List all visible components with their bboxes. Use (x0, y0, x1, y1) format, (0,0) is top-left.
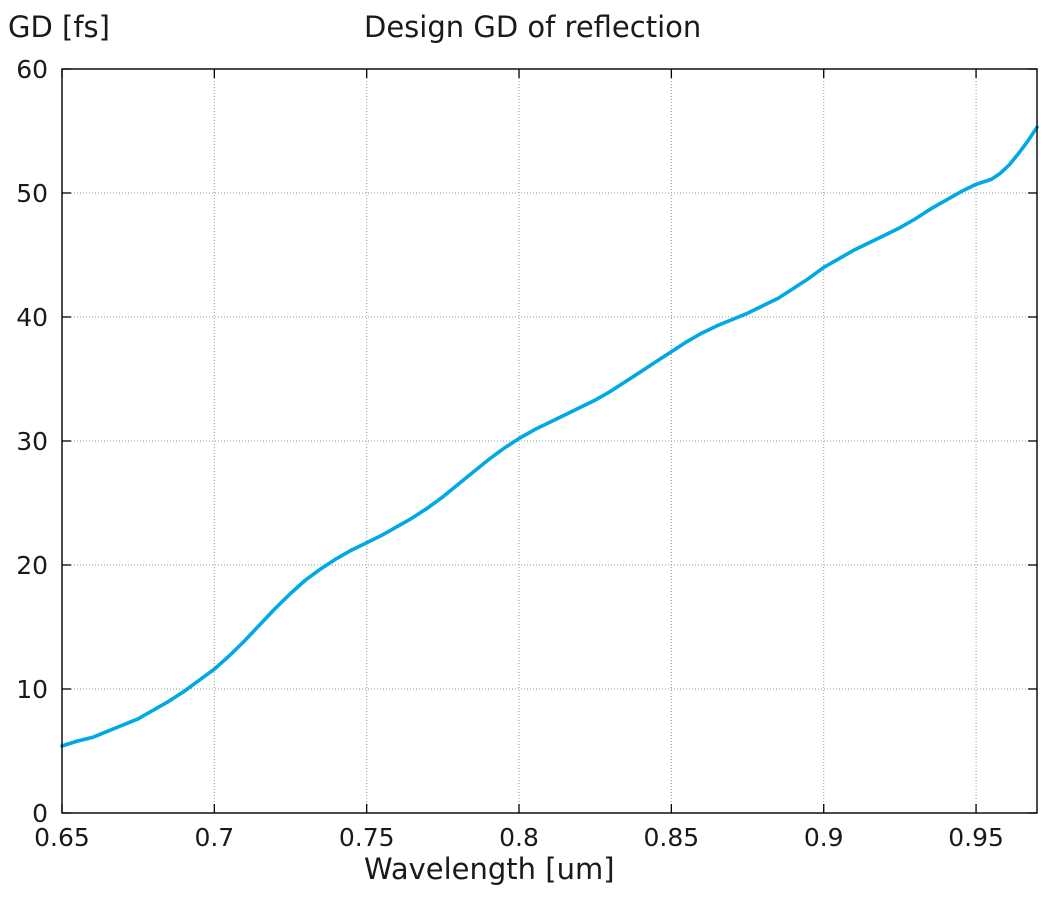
chart-title: Design GD of reflection (364, 10, 702, 44)
plot-frame (61, 68, 1038, 814)
y-tick-label: 40 (16, 303, 48, 332)
x-tick-label: 0.95 (948, 823, 1004, 852)
y-tick-label: 0 (32, 799, 48, 828)
x-tick-label: 0.65 (34, 823, 90, 852)
y-tick-label: 20 (16, 551, 48, 580)
x-tick-label: 0.7 (194, 823, 234, 852)
x-axis-label: Wavelength [um] (364, 852, 615, 886)
x-tick-label: 0.85 (644, 823, 700, 852)
x-tick-label: 0.9 (804, 823, 844, 852)
y-axis-label: GD [fs] (8, 10, 110, 44)
y-tick-label: 30 (16, 427, 48, 456)
x-tick-label: 0.75 (339, 823, 395, 852)
y-tick-label: 10 (16, 675, 48, 704)
y-tick-label: 50 (16, 179, 48, 208)
series-line (60, 125, 1039, 748)
y-tick-label: 60 (16, 55, 48, 84)
x-tick-label: 0.8 (499, 823, 539, 852)
